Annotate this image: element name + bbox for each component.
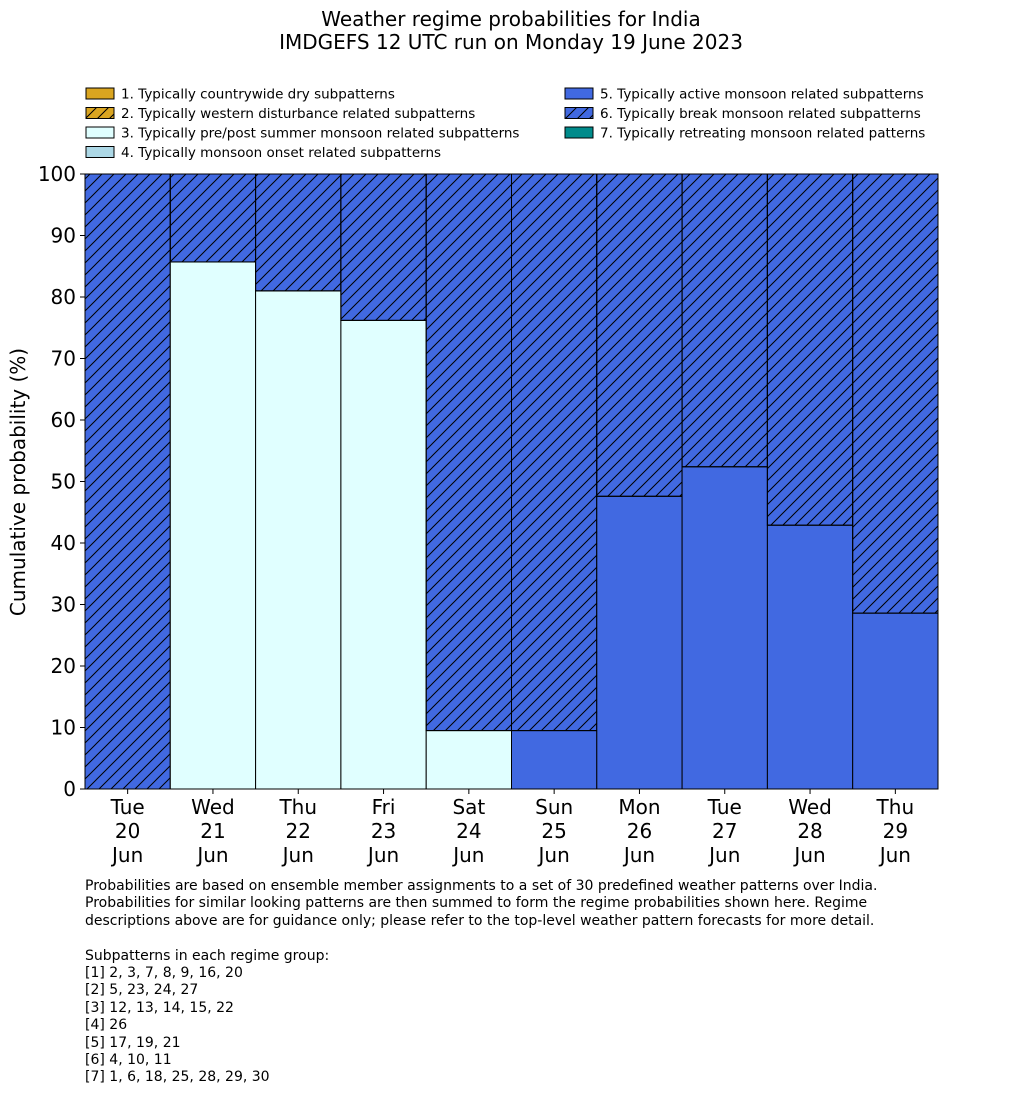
legend-swatch (564, 126, 594, 139)
legend-label: 4. Typically monsoon onset related subpa… (121, 145, 441, 161)
x-tick-label: Sat 24 Jun (451, 795, 485, 867)
bar-hatch-6-5 (425, 173, 513, 732)
legend-label: 6. Typically break monsoon related subpa… (600, 106, 921, 122)
notes: Probabilities are based on ensemble memb… (85, 878, 1015, 1087)
bar-hatch-6-2 (169, 173, 257, 263)
group-line: [5] 17, 19, 21 (85, 1034, 181, 1051)
bar-seg-5-10 (852, 612, 939, 790)
legend-item-2: 2. Typically western disturbance related… (85, 106, 475, 122)
legend-label: 2. Typically western disturbance related… (121, 106, 475, 122)
description-line: descriptions above are for guidance only… (85, 912, 875, 929)
x-tick-label: Fri 23 Jun (366, 795, 399, 867)
y-tick-label: 50 (51, 470, 76, 494)
y-tick-label: 60 (51, 408, 76, 432)
legend: 1. Typically countrywide dry subpatterns… (85, 87, 925, 161)
legend-item-5: 5. Typically active monsoon related subp… (564, 87, 924, 103)
legend-swatch (85, 87, 115, 100)
y-tick-label: 80 (51, 285, 76, 309)
bar-hatch-6-6 (511, 173, 598, 732)
group-line: [3] 12, 13, 14, 15, 22 (85, 999, 234, 1016)
y-tick-label: 30 (51, 593, 76, 617)
axes: 0 10 20 30 40 50 60 70 80 90 100 Tue 20 Jun Wed 21 Jun Th… (38, 162, 938, 867)
group-line: [2] 5, 23, 24, 27 (85, 982, 199, 999)
bar-seg-3-5 (425, 730, 513, 790)
legend-swatch (564, 87, 594, 100)
legend-label: 5. Typically active monsoon related subp… (600, 87, 924, 103)
x-tick-label: Thu 29 Jun (876, 795, 915, 867)
legend-label: 1. Typically countrywide dry subpatterns (121, 87, 395, 103)
group-line: [1] 2, 3, 7, 8, 9, 16, 20 (85, 965, 243, 982)
description: Probabilities are based on ensemble memb… (85, 878, 1015, 930)
legend-swatch (85, 146, 115, 158)
chart-title: Weather regime probabilities for India (321, 7, 701, 31)
y-tick-label: 70 (51, 347, 76, 371)
x-tick-label: Tue 27 Jun (707, 795, 742, 867)
legend-item-4: 4. Typically monsoon onset related subpa… (85, 145, 441, 161)
bar-seg-3-3 (255, 290, 342, 790)
y-tick-label: 100 (38, 162, 76, 186)
legend-item-7: 7. Typically retreating monsoon related … (564, 126, 925, 142)
bar-hatch-6-8 (681, 173, 768, 468)
x-tick-label: Sun 25 Jun (535, 795, 573, 867)
x-tick-label: Mon 26 Jun (618, 795, 660, 867)
group-line: [4] 26 (85, 1017, 128, 1034)
chart-subtitle: IMDGEFS 12 UTC run on Monday 19 June 202… (279, 30, 743, 54)
groups-list: [1] 2, 3, 7, 8, 9, 16, 20 [2] 5, 23, 24, … (85, 965, 1015, 1087)
description-line: Probabilities for similar looking patter… (85, 895, 868, 912)
bar-hatch-6-7 (596, 173, 683, 497)
bars (84, 173, 939, 790)
legend-swatch (85, 126, 115, 139)
description-line: Probabilities are based on ensemble memb… (85, 878, 878, 894)
y-tick-label: 10 (51, 716, 76, 740)
y-tick-label: 20 (51, 654, 76, 678)
group-line: [6] 4, 10, 11 (85, 1052, 172, 1069)
x-tick-label: Wed 21 Jun (191, 795, 235, 867)
bar-seg-3-4 (340, 319, 427, 790)
bar-hatch-6-4 (340, 173, 427, 321)
y-tick-label: 0 (63, 777, 76, 801)
legend-swatch-hatch (85, 107, 115, 119)
bar-hatch-6-3 (255, 173, 342, 292)
y-tick-label: 90 (51, 224, 76, 248)
bar-hatch-6-10 (852, 173, 939, 614)
y-axis-label: Cumulative probability (%) (6, 348, 30, 616)
bar-seg-5-7 (596, 495, 683, 790)
bar-hatch-6-1 (84, 173, 171, 790)
legend-label: 3. Typically pre/post summer monsoon rel… (121, 126, 519, 142)
legend-item-1: 1. Typically countrywide dry subpatterns (85, 87, 395, 103)
legend-item-6: 6. Typically break monsoon related subpa… (564, 106, 921, 122)
x-tick-label: Thu 22 Jun (278, 795, 317, 867)
group-line: [7] 1, 6, 18, 25, 28, 29, 30 (85, 1069, 270, 1086)
legend-label: 7. Typically retreating monsoon related … (600, 126, 925, 142)
legend-swatch-hatch (564, 107, 594, 119)
legend-item-3: 3. Typically pre/post summer monsoon rel… (85, 126, 519, 142)
x-tick-label: Tue 20 Jun (110, 795, 145, 867)
bar-hatch-6-9 (766, 173, 854, 526)
bar-seg-5-8 (681, 466, 768, 790)
groups-heading: Subpatterns in each regime group: (85, 947, 330, 964)
bar-seg-5-6 (511, 730, 598, 790)
x-tick-label: Wed 28 Jun (788, 795, 832, 867)
bar-seg-5-9 (766, 524, 854, 790)
bar-seg-3-2 (169, 261, 257, 790)
y-tick-label: 40 (51, 531, 76, 555)
